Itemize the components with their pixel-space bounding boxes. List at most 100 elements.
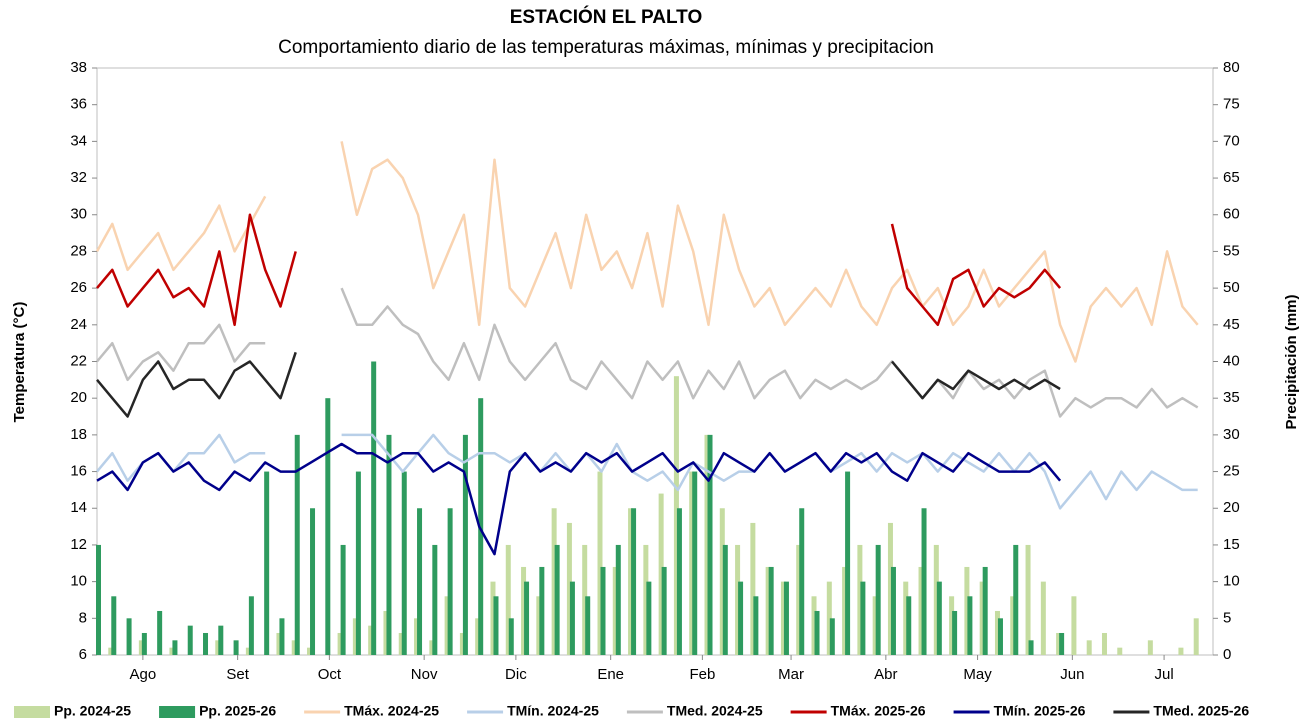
precip-bar: [783, 581, 789, 655]
precip-bar: [215, 640, 221, 655]
y2-tick-label: 50: [1223, 279, 1240, 296]
x-tick-label: Jul: [1154, 666, 1173, 683]
y-tick-label: 20: [70, 389, 87, 406]
precip-bar: [233, 640, 239, 655]
precip-bar: [964, 566, 970, 655]
temp-line: [96, 287, 1199, 418]
temp-line: [96, 433, 1198, 510]
x-tick-label: Nov: [411, 666, 438, 683]
precip-bar: [631, 508, 637, 655]
y2-tick-label: 15: [1223, 536, 1240, 553]
precip-bar: [765, 566, 771, 655]
x-tick-label: Dic: [505, 666, 527, 683]
legend-label: TMín. 2024-25: [507, 703, 599, 719]
precip-bar: [707, 434, 713, 655]
legend-label: TMed. 2025-26: [1153, 703, 1249, 719]
x-tick-label: Mar: [778, 666, 804, 683]
precip-bar: [307, 647, 313, 655]
precip-bar: [796, 544, 802, 655]
precip-bar: [676, 508, 682, 655]
y-tick-label: 24: [70, 316, 87, 333]
precip-bar: [203, 632, 209, 655]
y-tick-label: 30: [70, 206, 87, 223]
precip-bar: [600, 566, 606, 655]
precip-bar: [340, 544, 346, 655]
temp-line: [95, 141, 1199, 363]
precip-bar: [126, 618, 132, 655]
temp-line: [96, 213, 1062, 327]
y-tick-label: 28: [70, 242, 87, 259]
y2-tick-label: 80: [1223, 59, 1240, 76]
precip-bar: [643, 544, 649, 655]
precip-bar: [872, 596, 878, 655]
precip-bar: [447, 508, 453, 655]
y-tick-label: 18: [70, 426, 87, 443]
precip-bar: [1059, 632, 1065, 655]
precip-bar: [949, 596, 955, 655]
precip-bar: [906, 596, 912, 655]
precip-bar: [628, 508, 634, 655]
precip-bar: [1147, 640, 1153, 655]
y-tick-label: 26: [70, 279, 87, 296]
x-tick-label: May: [963, 666, 992, 683]
precip-bar: [952, 610, 958, 655]
precip-bar: [371, 361, 377, 655]
precip-bar: [1028, 640, 1034, 655]
precip-bar: [490, 581, 496, 655]
y-tick-label: 16: [70, 463, 87, 480]
precip-bar: [1025, 544, 1031, 655]
precip-bar: [248, 596, 254, 655]
precip-bar: [1086, 640, 1092, 655]
precip-bar: [505, 544, 511, 655]
precip-bar: [753, 596, 759, 655]
precip-bar: [386, 434, 392, 655]
precip-bar: [429, 640, 435, 655]
y-tick-label: 22: [70, 352, 87, 369]
x-tick-label: Oct: [318, 666, 342, 683]
precip-bar: [383, 610, 389, 655]
precip-bar: [1117, 647, 1123, 655]
legend-label: TMín. 2025-26: [994, 703, 1086, 719]
x-tick-label: Ene: [597, 666, 624, 683]
precip-bar: [890, 566, 896, 655]
precip-bar: [918, 566, 924, 655]
y2-tick-label: 60: [1223, 206, 1240, 223]
precip-bar: [401, 471, 407, 655]
precip-bar: [738, 581, 744, 655]
precip-bar: [355, 471, 361, 655]
y-tick-label: 6: [79, 646, 87, 663]
precip-bar: [1013, 544, 1019, 655]
chart-subtitle: Comportamiento diario de las temperatura…: [278, 37, 934, 58]
y-tick-label: 34: [70, 132, 87, 149]
precip-bar: [172, 640, 178, 655]
precip-bar: [875, 544, 881, 655]
precip-bar: [811, 596, 817, 655]
precip-bar: [585, 596, 591, 655]
precip-bar: [799, 508, 805, 655]
precip-bar: [1193, 618, 1199, 655]
precip-bar: [704, 434, 710, 655]
precip-bar: [310, 508, 316, 655]
precip-bar: [279, 618, 285, 655]
precip-bar: [936, 581, 942, 655]
x-tick-label: Abr: [874, 666, 897, 683]
precip-bar: [903, 581, 909, 655]
precip-bar: [921, 508, 927, 655]
precip-bar: [615, 544, 621, 655]
precip-bar: [398, 632, 404, 655]
precip-bar: [997, 618, 1003, 655]
y2-tick-label: 40: [1223, 352, 1240, 369]
precip-bar: [291, 640, 297, 655]
precip-bar: [994, 610, 1000, 655]
legend-label: TMáx. 2025-26: [831, 703, 926, 719]
precip-bar: [597, 471, 603, 655]
precip-bar: [417, 508, 423, 655]
legend-swatch: [14, 706, 50, 718]
precip-bar: [508, 618, 514, 655]
precip-bar: [780, 581, 786, 655]
legend-label: Pp. 2024-25: [54, 703, 131, 719]
precip-bar: [814, 610, 820, 655]
x-tick-label: Set: [226, 666, 249, 683]
y2-tick-label: 20: [1223, 499, 1240, 516]
precip-bar: [735, 544, 741, 655]
